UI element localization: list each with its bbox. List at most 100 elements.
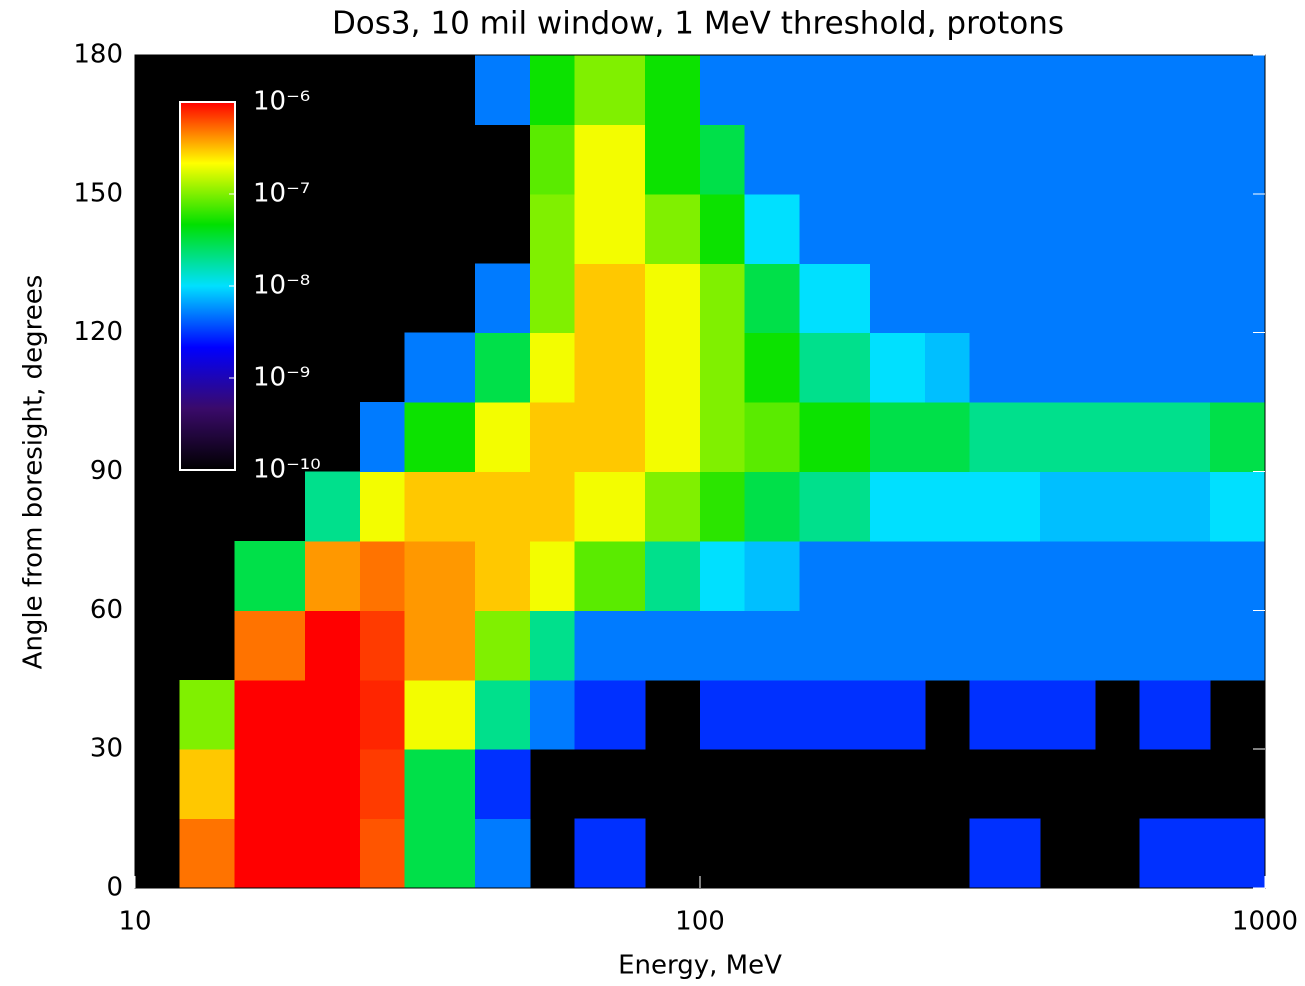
y-tick-label: 30 xyxy=(90,734,123,764)
heatmap-cell xyxy=(645,124,701,195)
heatmap-cell xyxy=(700,402,746,472)
heatmap-cell xyxy=(924,540,971,611)
heatmap-cell xyxy=(1210,263,1266,334)
heatmap-cell xyxy=(645,540,701,611)
heatmap-cell xyxy=(645,263,701,334)
heatmap-cell xyxy=(234,679,306,750)
heatmap-cell xyxy=(1139,332,1211,403)
heatmap-cell xyxy=(1094,55,1141,125)
heatmap-cell xyxy=(1040,610,1096,681)
heatmap-cell xyxy=(1139,263,1211,334)
heatmap-cell xyxy=(1139,540,1211,611)
y-axis-label: Angle from boresight, degrees xyxy=(19,275,49,670)
heatmap-cell xyxy=(179,818,235,889)
heatmap-cell xyxy=(234,610,306,681)
heatmap-cell xyxy=(529,332,576,403)
heatmap-cell xyxy=(645,402,701,472)
heatmap-cell xyxy=(475,679,531,750)
heatmap-cell xyxy=(574,471,646,542)
heatmap-cell xyxy=(1094,610,1141,681)
heatmap-cell xyxy=(744,610,800,681)
heatmap-cell xyxy=(799,402,871,472)
heatmap-cell xyxy=(305,610,361,681)
colorbar-tick-label: 10⁻¹⁰ xyxy=(253,455,321,485)
heatmap-cell xyxy=(574,402,646,472)
heatmap-cell xyxy=(1139,402,1211,472)
heatmap-cell xyxy=(475,402,531,472)
heatmap-cell xyxy=(969,263,1041,334)
heatmap-cell xyxy=(475,332,531,403)
heatmap-cell xyxy=(1040,55,1096,125)
heatmap-cell xyxy=(475,610,531,681)
y-tick-label: 150 xyxy=(73,178,123,208)
heatmap-cell xyxy=(870,610,926,681)
heatmap-cell xyxy=(1139,124,1211,195)
heatmap-cell xyxy=(404,540,476,611)
colorbar-tick-label: 10⁻⁶ xyxy=(253,87,310,117)
chart-title: Dos3, 10 mil window, 1 MeV threshold, pr… xyxy=(332,6,1064,42)
heatmap-cell xyxy=(359,749,406,820)
heatmap-cell xyxy=(744,124,800,195)
heatmap-cell xyxy=(234,540,306,611)
heatmap-cell xyxy=(475,263,531,334)
heatmap-cell xyxy=(574,124,646,195)
heatmap-cell xyxy=(1094,540,1141,611)
heatmap-cell xyxy=(870,679,926,750)
heatmap-cell xyxy=(1210,193,1266,264)
heatmap-cell xyxy=(924,610,971,681)
heatmap-cell xyxy=(799,471,871,542)
heatmap-cell xyxy=(1210,471,1266,542)
heatmap-cell xyxy=(179,749,235,820)
x-axis-label: Energy, MeV xyxy=(618,951,782,981)
heatmap-cell xyxy=(744,332,800,403)
heatmap-cell xyxy=(1210,332,1266,403)
heatmap-cell xyxy=(234,818,306,889)
heatmap-cell xyxy=(799,263,871,334)
heatmap-cell xyxy=(1210,610,1266,681)
heatmap-cell xyxy=(574,540,646,611)
heatmap-cell xyxy=(870,332,926,403)
heatmap-cell xyxy=(799,679,871,750)
heatmap-cell xyxy=(234,749,306,820)
colorbar-tick-label: 10⁻⁷ xyxy=(253,179,310,209)
heatmap-cell xyxy=(179,679,235,750)
heatmap-cell xyxy=(529,193,576,264)
heatmap-cell xyxy=(744,193,800,264)
heatmap-cell xyxy=(1094,263,1141,334)
heatmap-cell xyxy=(529,540,576,611)
colorbar-tick-label: 10⁻⁸ xyxy=(253,271,310,301)
heatmap-cell xyxy=(1139,610,1211,681)
heatmap-cell xyxy=(924,471,971,542)
heatmap-cell xyxy=(744,402,800,472)
heatmap-cell xyxy=(924,55,971,125)
heatmap-cell xyxy=(744,679,800,750)
x-tick-label: 10 xyxy=(118,907,151,937)
heatmap-cell xyxy=(404,679,476,750)
heatmap-cell xyxy=(1139,55,1211,125)
heatmap-cell xyxy=(645,471,701,542)
heatmap-cell xyxy=(475,471,531,542)
x-tick-label: 1000 xyxy=(1232,907,1298,937)
heatmap-cell xyxy=(870,193,926,264)
heatmap-cell xyxy=(1040,124,1096,195)
heatmap-cell xyxy=(969,540,1041,611)
heatmap-cell xyxy=(924,263,971,334)
heatmap-cell xyxy=(475,818,531,889)
y-tick-label: 120 xyxy=(73,317,123,347)
colorbar xyxy=(179,101,236,471)
heatmap-cell xyxy=(1210,55,1266,125)
heatmap-cell xyxy=(1094,471,1141,542)
heatmap-cell xyxy=(1040,263,1096,334)
heatmap-cell xyxy=(645,610,701,681)
y-tick-label: 90 xyxy=(90,456,123,486)
heatmap-cell xyxy=(924,124,971,195)
heatmap-cell xyxy=(969,55,1041,125)
heatmap-cell xyxy=(1040,679,1096,750)
heatmap-cell xyxy=(1094,332,1141,403)
heatmap-cell xyxy=(404,818,476,889)
heatmap-cell xyxy=(574,610,646,681)
heatmap-cell xyxy=(305,818,361,889)
heatmap-cell xyxy=(305,749,361,820)
heatmap-cell xyxy=(799,540,871,611)
